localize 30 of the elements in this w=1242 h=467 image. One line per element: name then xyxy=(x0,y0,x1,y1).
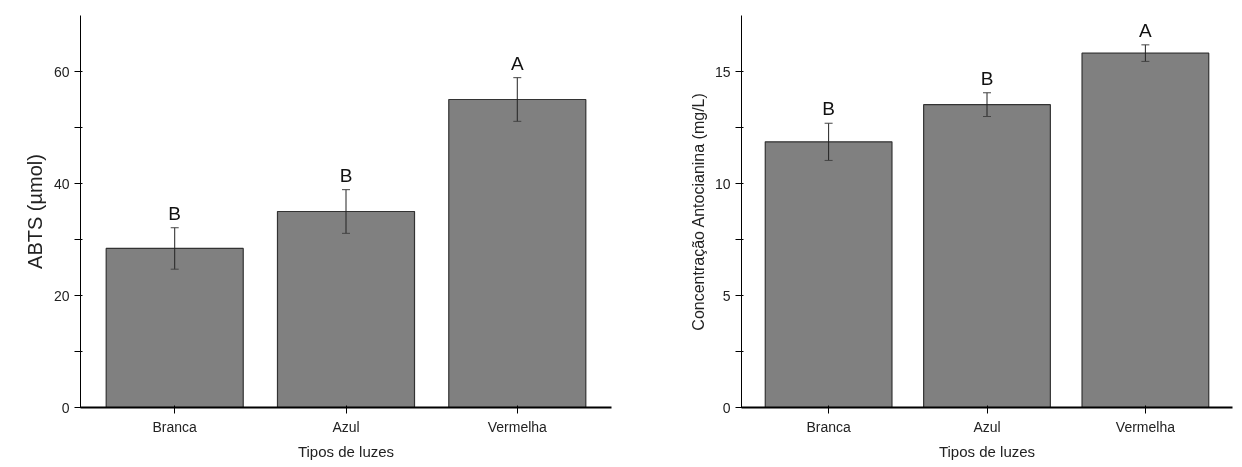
y-tick-label: 20 xyxy=(53,287,70,304)
bar xyxy=(105,247,244,408)
x-tick-label: Vermelha xyxy=(487,418,548,435)
y-tick-label: 0 xyxy=(61,399,70,416)
y-tick-label: 40 xyxy=(53,175,70,192)
bar xyxy=(276,210,416,408)
annotation: B xyxy=(822,98,835,120)
x-tick-label: Azul xyxy=(332,418,360,435)
x-tick-label: Vermelha xyxy=(1115,418,1176,435)
bar xyxy=(764,141,893,408)
annotation: B xyxy=(339,164,353,186)
bar xyxy=(1081,52,1210,408)
y-tick-label: 5 xyxy=(722,287,731,304)
x-axis-title: Tipos de luzes xyxy=(938,442,1036,460)
y-tick-label: 60 xyxy=(53,63,70,80)
annotation: B xyxy=(168,202,182,224)
annotation: A xyxy=(510,52,524,74)
bar xyxy=(448,98,587,408)
y-tick-label: 15 xyxy=(714,63,731,80)
x-tick-label: Branca xyxy=(152,418,198,435)
y-axis-title: ABTS (µmol) xyxy=(23,154,46,269)
x-tick-label: Azul xyxy=(973,418,1001,435)
annotation: A xyxy=(1139,19,1153,41)
y-axis-title: Concentração Antocianina (mg/L) xyxy=(689,93,707,331)
y-tick-label: 10 xyxy=(714,175,731,192)
y-tick-label: 0 xyxy=(722,399,731,416)
annotation: B xyxy=(980,67,994,89)
x-tick-label: Branca xyxy=(806,418,852,435)
bar xyxy=(923,104,1051,408)
x-axis-title: Tipos de luzes xyxy=(297,442,395,460)
